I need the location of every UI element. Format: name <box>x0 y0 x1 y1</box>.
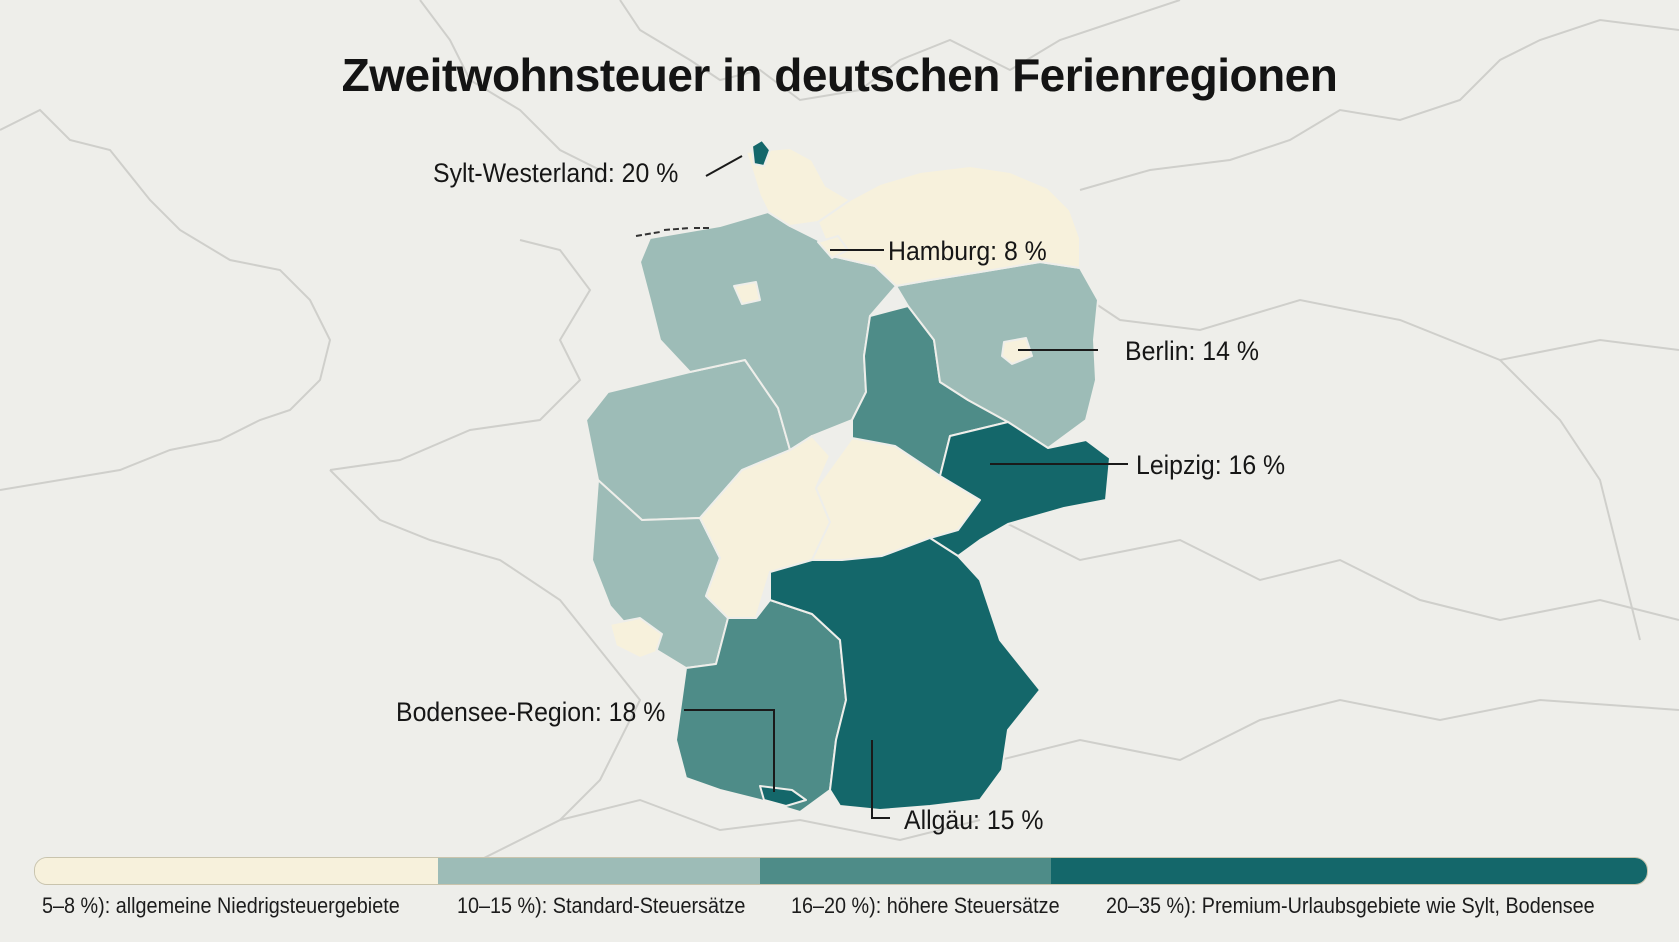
region-bremen[interactable] <box>733 281 761 305</box>
legend-labels: 5–8 %): allgemeine Niedrigsteuergebiete … <box>34 893 1674 923</box>
region-bayern[interactable] <box>769 537 1041 811</box>
region-sylt[interactable] <box>751 139 771 167</box>
legend-label-2: 10–15 %): Standard-Steuersätze <box>457 893 746 918</box>
leader-line-sylt <box>705 155 743 177</box>
switzerland-border <box>559 798 981 842</box>
leader-line-bodensee <box>684 709 775 792</box>
callout-lines <box>684 155 1128 819</box>
legend-segment-2 <box>438 858 761 884</box>
region-bodensee[interactable] <box>759 785 807 807</box>
austria-border <box>999 698 1679 762</box>
legend-label-4: 20–35 %): Premium-Urlaubsgebiete wie Syl… <box>1106 893 1595 918</box>
france-border <box>329 469 642 861</box>
eastern-border <box>1499 359 1641 641</box>
callout-bodensee: Bodensee-Region: 18 % <box>396 697 666 727</box>
baltic-coastline <box>1079 18 1679 191</box>
callout-leipzig: Leipzig: 16 % <box>1136 450 1286 480</box>
poland-border <box>1059 279 1679 362</box>
legend-label-3: 16–20 %): höhere Steuersätze <box>791 893 1060 918</box>
callout-sylt: Sylt-Westerland: 20 % <box>433 158 679 188</box>
legend-color-bar <box>34 857 1648 885</box>
legend-segment-4 <box>1050 858 1647 884</box>
legend-label-1: 5–8 %): allgemeine Niedrigsteuergebiete <box>42 893 400 918</box>
legend-segment-3 <box>760 858 1051 884</box>
page-title: Zweitwohnsteuer in deutschen Ferienregio… <box>341 49 1338 101</box>
scandinavia-coastline <box>619 0 1181 102</box>
frisian-islands <box>635 227 712 237</box>
region-mecklenburg-vorpommern[interactable] <box>817 165 1081 287</box>
region-sachsen[interactable] <box>929 421 1111 557</box>
callout-berlin: Berlin: 14 % <box>1125 336 1259 366</box>
region-schleswig-holstein[interactable] <box>745 147 851 227</box>
northern-sea-line <box>419 0 601 171</box>
czech-border <box>999 519 1679 622</box>
region-berlin[interactable] <box>1001 337 1033 365</box>
background-geography <box>0 0 1679 861</box>
callout-allgaeu: Allgäu: 15 % <box>904 805 1044 835</box>
region-saarland[interactable] <box>609 617 663 659</box>
legend-segment-1 <box>35 858 438 884</box>
leader-line-allgaeu <box>871 740 890 819</box>
uk-coastline <box>0 108 332 491</box>
callout-hamburg: Hamburg: 8 % <box>888 236 1047 266</box>
german-states <box>585 139 1111 813</box>
netherlands-border <box>329 239 592 471</box>
